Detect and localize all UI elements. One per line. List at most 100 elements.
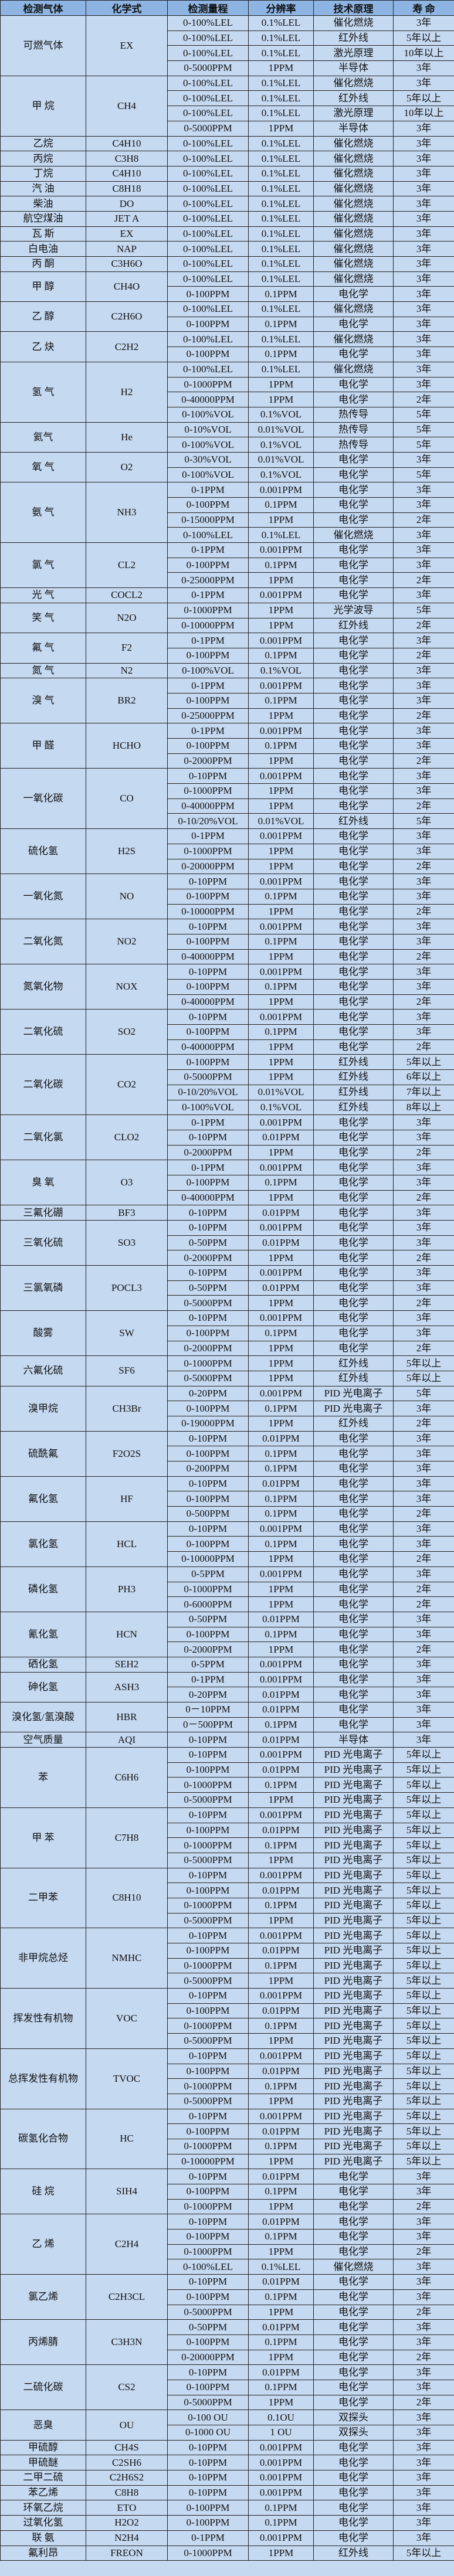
- lifespan-cell: 5年以上: [393, 1928, 454, 1943]
- principle-cell: 红外线: [313, 617, 394, 634]
- resolution-cell: 0.1PPM: [248, 933, 314, 950]
- resolution-cell: 0.01PPM: [248, 2123, 314, 2139]
- resolution-cell: 1PPM: [248, 994, 314, 1010]
- lifespan-cell: 2年: [393, 858, 454, 875]
- range-cell: 0-10/20%VOL: [167, 1084, 249, 1100]
- formula-cell: O3: [86, 1160, 168, 1206]
- table-row: 0-100PPM 0.1PPM 电化学 3年: [1, 1174, 454, 1191]
- principle-cell: PID 光电离子: [313, 2108, 394, 2125]
- principle-cell: 热传导: [313, 437, 394, 453]
- lifespan-cell: 5年以上: [393, 1762, 454, 1778]
- formula-cell: He: [86, 422, 168, 453]
- table-row: 三氟化硼 BF3 0-10PPM 0.01PPM 电化学 3年: [0, 1205, 454, 1221]
- range-cell: 0-1000PPM: [167, 1777, 249, 1793]
- range-cell: 0-10PPM: [167, 2485, 249, 2501]
- principle-cell: PID 光电离子: [313, 2003, 394, 2019]
- table-row: 甲 苯 C7H8 0-10PPM 0.001PPM PID 光电离子 5年以上: [0, 1807, 454, 1868]
- lifespan-cell: 3年: [393, 2455, 454, 2471]
- gas-name-cell: 二硫化碳: [0, 2364, 86, 2411]
- range-cell: 0-10/20%VOL: [167, 813, 249, 830]
- lifespan-cell: 5年以上: [393, 2048, 454, 2064]
- resolution-cell: 0.1OU: [248, 2410, 314, 2425]
- principle-cell: PID 光电离子: [313, 1928, 394, 1943]
- gas-name-cell: 氨 气: [0, 482, 86, 543]
- lifespan-cell: 3年: [393, 1205, 454, 1221]
- resolution-cell: 0.1%VOL: [248, 1099, 314, 1116]
- range-cell: 0-1000PPM: [167, 2078, 249, 2094]
- table-row: 0-100%LEL 0.1%LEL 激光原理 10年以上: [1, 45, 454, 62]
- formula-cell: VOC: [86, 1988, 168, 2049]
- range-cell: 0-100%LEL: [167, 90, 249, 107]
- lifespan-cell: 5年以上: [393, 1988, 454, 2004]
- lifespan-cell: 3年: [393, 633, 454, 648]
- principle-cell: PID 光电离子: [313, 1943, 394, 1959]
- table-row: 过氧化氢 H2O2 0-100PPM 0.1PPM 电化学 3年: [0, 2515, 454, 2531]
- principle-cell: 热传导: [313, 422, 394, 438]
- resolution-cell: 0.001PPM: [248, 1747, 314, 1763]
- formula-cell: CO2: [86, 1054, 168, 1116]
- formula-cell: NO2: [86, 919, 168, 965]
- table-row: 氰化氢 HCN 0-50PPM 0.01PPM 电化学 3年: [0, 1611, 454, 1657]
- table-row: 0-2000PPM 1PPM 电化学 2年: [1, 1250, 454, 1266]
- table-row: 0-40000PPM 1PPM 电化学 2年: [1, 1190, 454, 1206]
- formula-cell: TVOC: [86, 2048, 168, 2109]
- resolution-cell: 0.01PPM: [248, 1205, 314, 1221]
- resolution-cell: 0.001PPM: [248, 1114, 314, 1130]
- resolution-cell: 0.001PPM: [248, 723, 314, 739]
- principle-cell: 电化学: [313, 2334, 394, 2350]
- table-row: 0-50PPM 0.01PPM 电化学 3年: [1, 1280, 454, 1296]
- table-row: 氮 气 N2 0-100%VOL 0.1%VOL 电化学 3年: [0, 662, 454, 679]
- principle-cell: 电化学: [313, 2379, 394, 2395]
- range-cell: 0-25000PPM: [167, 708, 249, 724]
- range-cell: 0-10PPM: [167, 2274, 249, 2290]
- lifespan-cell: 3年: [393, 2439, 454, 2456]
- table-row: 0-100PPM 0.1PPM 电化学 3年: [1, 979, 454, 995]
- principle-cell: PID 光电离子: [313, 2123, 394, 2139]
- gas-name-cell: 氢 气: [0, 361, 86, 423]
- lifespan-cell: 2年: [393, 1642, 454, 1657]
- table-row: 0-10PPM 0.01PPM 电化学 3年: [1, 1129, 454, 1146]
- resolution-cell: 0.1PPM: [248, 2289, 314, 2305]
- formula-cell: PH3: [86, 1566, 168, 1612]
- principle-cell: 催化燃烧: [313, 271, 394, 287]
- table-row: 乙 炔 C2H2 0-100%LEL 0.1%LEL 催化燃烧 3年: [0, 331, 454, 362]
- lifespan-cell: 3年: [393, 979, 454, 995]
- gas-name-cell: 柴油: [0, 196, 86, 212]
- principle-cell: 催化燃烧: [313, 241, 394, 257]
- lifespan-cell: 3年: [393, 165, 454, 182]
- lifespan-cell: 5年以上: [393, 1807, 454, 1823]
- range-cell: 0-1000PPM: [167, 376, 249, 393]
- principle-cell: 电化学: [313, 542, 394, 558]
- range-cell: 0-1000PPM: [167, 2545, 249, 2561]
- principle-cell: PID 光电离子: [313, 1958, 394, 1974]
- table-row: 0-10000PPM 1PPM 红外线 2年: [1, 617, 454, 634]
- table-row: 甲 醇 CH4O 0-100%LEL 0.1%LEL 催化燃烧 3年: [0, 271, 454, 303]
- range-cell: 0-40000PPM: [167, 949, 249, 965]
- gas-name-cell: 苯乙烯: [0, 2485, 86, 2501]
- table-row: 砷化氢 ASH3 0-1PPM 0.001PPM 电化学 3年: [0, 1671, 454, 1703]
- resolution-cell: 0.001PPM: [248, 542, 314, 558]
- formula-cell: C2H2: [86, 331, 168, 362]
- resolution-cell: 0.1PPM: [248, 1777, 314, 1793]
- principle-cell: 电化学: [313, 1461, 394, 1477]
- gas-name-cell: 二氧化碳: [0, 1054, 86, 1116]
- formula-cell: C7H8: [86, 1807, 168, 1868]
- table-row: 硅 烷 SIH4 0-10PPM 0.01PPM 电化学 3年: [0, 2169, 454, 2215]
- table-row: 甲硫醚 C2SH6 0-10PPM 0.001PPM 电化学 3年: [0, 2455, 454, 2471]
- table-row: 0-6000PPM 1PPM 电化学 2年: [1, 1596, 454, 1612]
- table-row: 0-100%LEL 0.1%LEL 催化燃烧 3年: [1, 527, 454, 543]
- gas-name-cell: 甲 醇: [0, 271, 86, 303]
- table-row: 0-25000PPM 1PPM 电化学 2年: [1, 708, 454, 724]
- range-cell: 0-5PPM: [167, 1656, 249, 1673]
- table-row: 0-100PPM 0.01PPM PID 光电离子 5年以上: [1, 2003, 454, 2019]
- lifespan-cell: 3年: [393, 286, 454, 303]
- lifespan-cell: 2年: [393, 2394, 454, 2411]
- table-row: 三氯氧磷 POCL3 0-10PPM 0.001PPM 电化学 3年: [0, 1265, 454, 1311]
- lifespan-cell: 3年: [393, 151, 454, 166]
- table-row: 0-5000PPM 1PPM PID 光电离子 5年以上: [1, 1912, 454, 1929]
- resolution-cell: 0.001PPM: [248, 828, 314, 844]
- table-row: 甲硫醇 CH4S 0-10PPM 0.001PPM 电化学 3年: [0, 2439, 454, 2456]
- resolution-cell: 1PPM: [248, 512, 314, 528]
- formula-cell: C8H8: [86, 2485, 168, 2501]
- resolution-cell: 0.01PPM: [248, 2003, 314, 2019]
